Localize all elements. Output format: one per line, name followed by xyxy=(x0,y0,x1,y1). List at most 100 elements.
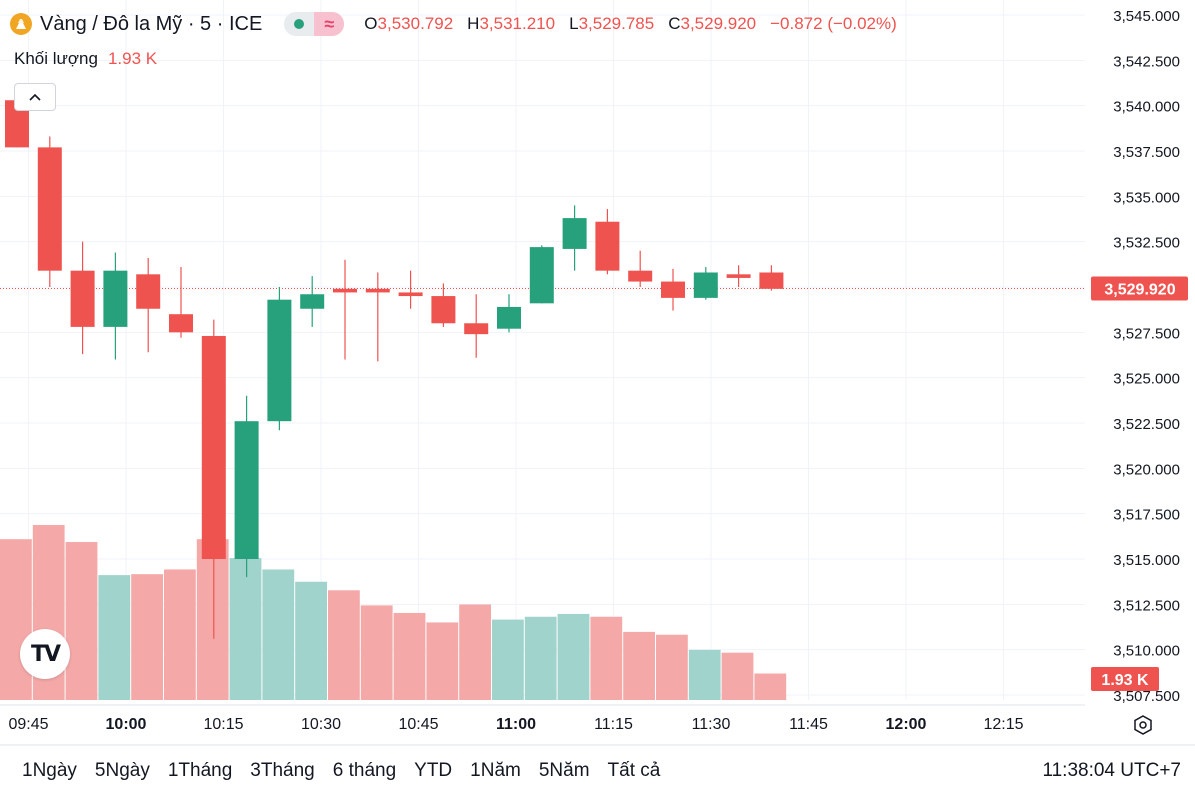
range-selector: 1Ngày 5Ngày 1Tháng 3Tháng 6 tháng YTD 1Năm 5Năm… xyxy=(22,760,660,782)
y-tick-label: 3,540.000 xyxy=(1113,99,1180,116)
chart-header: Vàng / Đô la Mỹ · 5 · ICE ≈ O3,530.792 H… xyxy=(10,10,897,38)
candle-body xyxy=(333,288,357,293)
candle-body xyxy=(365,288,390,293)
volume-bar xyxy=(295,581,327,700)
volume-bar xyxy=(164,569,196,700)
y-tick-label: 3,522.500 xyxy=(1113,416,1180,433)
gold-bar-icon xyxy=(10,13,32,35)
volume-bar xyxy=(623,631,655,700)
volume-bar xyxy=(196,539,229,700)
candle-body xyxy=(759,272,784,289)
x-tick-label: 10:30 xyxy=(301,716,341,733)
volume-bar xyxy=(688,649,721,700)
candle-body xyxy=(169,314,193,333)
y-tick-label: 3,517.500 xyxy=(1113,507,1180,524)
symbol-title[interactable]: Vàng / Đô la Mỹ · 5 · ICE xyxy=(40,12,263,35)
range-button[interactable]: 1Tháng xyxy=(167,760,233,781)
last-price-tag xyxy=(1091,276,1188,301)
volume-bar xyxy=(557,613,590,700)
volume-bar xyxy=(754,673,787,700)
x-tick-label: 12:15 xyxy=(983,716,1023,733)
high-label: H xyxy=(467,14,480,33)
candle-body xyxy=(661,281,685,298)
candle-body xyxy=(267,299,292,422)
volume-bar xyxy=(0,539,32,700)
candle-body xyxy=(595,221,620,271)
wave-icon: ≈ xyxy=(314,12,345,36)
y-tick-label: 3,545.000 xyxy=(1113,8,1180,25)
candle-body xyxy=(628,270,653,282)
range-button[interactable]: YTD xyxy=(414,760,453,781)
change-value: −0.872 (−0.02%) xyxy=(770,14,897,33)
range-button[interactable]: 5Ngày xyxy=(94,760,150,781)
volume-bar xyxy=(492,619,524,700)
scale-settings-button[interactable] xyxy=(1131,713,1155,737)
collapse-legend-button[interactable] xyxy=(14,83,56,111)
low-label: L xyxy=(569,14,579,33)
volume-bar xyxy=(524,616,557,700)
tradingview-logo[interactable]: TV xyxy=(20,629,70,679)
y-tick-label: 3,542.500 xyxy=(1113,53,1180,70)
x-tick-label: 09:45 xyxy=(8,716,48,733)
range-button[interactable]: 1Ngày xyxy=(22,760,77,781)
volume-bar xyxy=(426,622,459,700)
volume-bar xyxy=(590,616,623,700)
candle-body xyxy=(300,294,325,309)
volume-legend[interactable]: Khối lượng 1.93 K xyxy=(14,49,157,69)
y-tick-label: 3,535.000 xyxy=(1113,189,1180,206)
candle-body xyxy=(234,421,259,559)
y-tick-label: 3,515.000 xyxy=(1113,552,1180,569)
x-tick-label: 11:30 xyxy=(692,716,731,733)
candle-body xyxy=(497,306,521,329)
candle-body xyxy=(70,270,95,327)
y-tick-label: 3,510.000 xyxy=(1113,643,1180,660)
x-tick-label: 10:45 xyxy=(398,716,438,733)
y-tick-label: 3,507.500 xyxy=(1113,688,1180,705)
candle-body xyxy=(136,274,161,309)
volume-bar xyxy=(65,542,98,700)
market-status-pill[interactable]: ≈ xyxy=(284,12,345,36)
candle-body xyxy=(431,296,456,324)
range-button[interactable]: 1Năm xyxy=(470,760,521,781)
range-button[interactable]: 5Năm xyxy=(538,760,590,781)
x-tick-label: 10:15 xyxy=(203,716,243,733)
volume-tag xyxy=(1091,667,1159,691)
clock[interactable]: 11:38:04 UTC+7 xyxy=(1042,760,1181,781)
range-button[interactable]: 3Tháng xyxy=(250,760,315,781)
volume-bar xyxy=(98,575,131,700)
volume-label: Khối lượng xyxy=(14,49,98,68)
y-tick-label: 3,520.000 xyxy=(1113,461,1180,478)
open-value: 3,530.792 xyxy=(377,14,454,33)
ohlc-values: O3,530.792 H3,531.210 L3,529.785 C3,529.… xyxy=(364,14,896,34)
volume-bar xyxy=(393,612,426,700)
close-label: C xyxy=(668,14,681,33)
x-tick-label: 12:00 xyxy=(886,716,927,733)
x-tick-label: 11:00 xyxy=(496,716,536,733)
candle-body xyxy=(562,218,587,249)
y-tick-label: 3,525.000 xyxy=(1113,371,1180,388)
candle-body xyxy=(464,323,489,335)
volume-value: 1.93 K xyxy=(107,49,158,68)
volume-bar xyxy=(656,634,688,700)
y-tick-label: 3,532.500 xyxy=(1113,235,1180,252)
volume-bar xyxy=(328,590,360,700)
x-tick-label: 10:00 xyxy=(106,716,147,733)
volume-bar xyxy=(721,652,754,700)
open-label: O xyxy=(364,14,378,33)
x-tick-label: 11:15 xyxy=(594,716,633,733)
y-tick-label: 3,527.500 xyxy=(1113,325,1180,342)
range-button[interactable]: Tất cả xyxy=(607,760,661,781)
range-button[interactable]: 6 tháng xyxy=(332,760,397,781)
high-value: 3,531.210 xyxy=(479,14,556,33)
candle-body xyxy=(37,147,62,271)
close-value: 3,529.920 xyxy=(680,14,757,33)
candle-body xyxy=(398,292,423,297)
volume-bar xyxy=(262,569,295,700)
volume-bar xyxy=(459,604,491,700)
y-tick-label: 3,537.500 xyxy=(1113,144,1180,161)
candle-body xyxy=(103,270,128,327)
candle-body xyxy=(726,274,751,278)
market-open-dot-icon xyxy=(284,19,314,29)
candle-body xyxy=(529,247,554,304)
